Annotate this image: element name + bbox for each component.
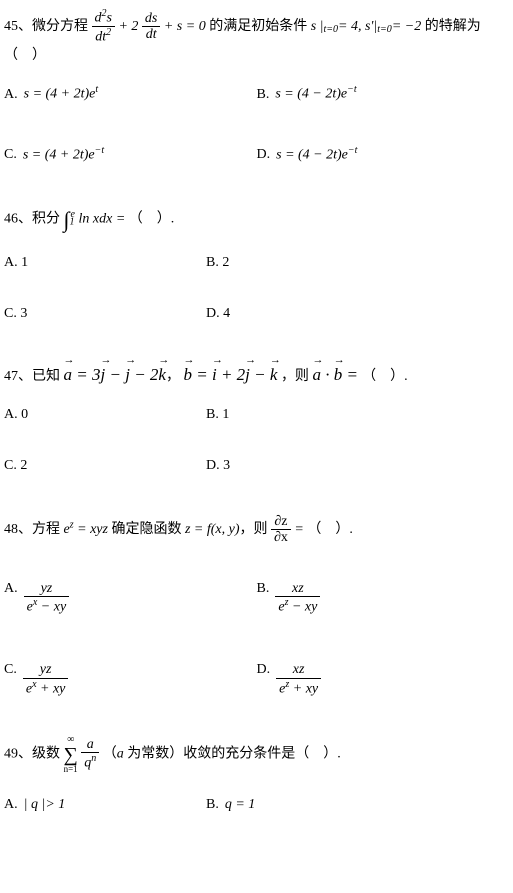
q49-opt-a[interactable]: A.| q |> 1 [4, 794, 206, 815]
vec-b: b [334, 362, 343, 388]
vec-i: i [212, 362, 217, 388]
question-45: 45、微分方程 d2sdt2 + 2 dsdt + s = 0 的满足初始条件 … [4, 8, 509, 181]
q47-opt-d[interactable]: D. 3 [206, 455, 509, 476]
q47-opt-b[interactable]: B. 1 [206, 404, 509, 425]
q47-num: 47、 [4, 369, 32, 384]
sigma-icon: ∞∑n=1 [64, 735, 78, 774]
q45-frac2: dsdt [142, 11, 160, 43]
q48-opt-a[interactable]: A.yzex − xy [4, 578, 257, 615]
q48-opt-c[interactable]: C.yzex + xy [4, 659, 257, 696]
q45-mid: + 2 [118, 19, 138, 34]
q46-pre: 积分 [32, 212, 64, 227]
q45-cond: s |t=0= 4, s'|t=0= −2 [311, 19, 422, 34]
q47-stem: 47、已知 a = 3j − j − 2k， b = i + 2j − k ，则… [4, 362, 509, 388]
q46-options: A. 1 B. 2 C. 3 D. 4 [4, 252, 509, 340]
vec-j: j [125, 362, 130, 388]
q47-pre: 已知 [32, 369, 64, 384]
q49-opt-b[interactable]: B.q = 1 [206, 794, 509, 815]
question-46: 46、积分 ∫1e ln xdx = （ ）. A. 1 B. 2 C. 3 D… [4, 203, 509, 340]
vec-a: a [64, 362, 73, 388]
vec-b: b [183, 362, 192, 388]
q46-body: ln xdx = [78, 212, 125, 227]
vec-a: a [312, 362, 321, 388]
question-49: 49、级数 ∞∑n=1 aqn （a 为常数）收敛的充分条件是（ ）. A.| … [4, 735, 509, 831]
q45-post: + s = 0 [164, 19, 206, 34]
q49-frac: aqn [81, 737, 99, 771]
question-47: 47、已知 a = 3j − j − 2k， b = i + 2j − k ，则… [4, 362, 509, 492]
q47-options: A. 0 B. 1 C. 2 D. 3 [4, 404, 509, 492]
q45-opt-a[interactable]: A.s = (4 + 2t)et [4, 82, 257, 105]
q49-stem: 49、级数 ∞∑n=1 aqn （a 为常数）收敛的充分条件是（ ）. [4, 735, 509, 774]
q48-pd: ∂z∂x [271, 514, 291, 546]
q49-pre: 级数 [32, 746, 64, 761]
q48-options: A.yzex − xy B.xzez − xy C.yzex + xy D.xz… [4, 562, 509, 713]
q49-num: 49、 [4, 746, 32, 761]
q46-stem: 46、积分 ∫1e ln xdx = （ ）. [4, 203, 509, 236]
q46-opt-d[interactable]: D. 4 [206, 303, 509, 324]
q48-pre: 方程 [32, 522, 64, 537]
question-48: 48、方程 ez = xyz 确定隐函数 z = f(x, y)，则 ∂z∂x … [4, 514, 509, 713]
q48-opt-d[interactable]: D.xzez + xy [257, 659, 510, 696]
q45-opt-d[interactable]: D.s = (4 − 2t)e−t [257, 143, 510, 166]
q48-opt-b[interactable]: B.xzez − xy [257, 578, 510, 615]
q45-opt-c[interactable]: C.s = (4 + 2t)e−t [4, 143, 257, 166]
q45-pre: 微分方程 [32, 19, 92, 34]
vec-k: k [158, 362, 166, 388]
q47-opt-a[interactable]: A. 0 [4, 404, 206, 425]
q45-opt-b[interactable]: B.s = (4 − 2t)e−t [257, 82, 510, 105]
q46-post: （ ）. [129, 212, 175, 227]
vec-j: j [245, 362, 250, 388]
q46-opt-a[interactable]: A. 1 [4, 252, 206, 273]
q48-num: 48、 [4, 522, 32, 537]
q45-mid1: 的满足初始条件 [209, 19, 311, 34]
q49-options: A.| q |> 1 B.q = 1 [4, 794, 509, 831]
q47-opt-c[interactable]: C. 2 [4, 455, 206, 476]
q48-stem: 48、方程 ez = xyz 确定隐函数 z = f(x, y)，则 ∂z∂x … [4, 514, 509, 546]
q45-num: 45、 [4, 19, 32, 34]
q46-num: 46、 [4, 212, 32, 227]
q45-options: A.s = (4 + 2t)et B.s = (4 − 2t)e−t C.s =… [4, 82, 509, 181]
q46-opt-b[interactable]: B. 2 [206, 252, 509, 273]
vec-k: k [270, 362, 278, 388]
vec-j: j [100, 362, 105, 388]
q45-frac1: d2sdt2 [92, 8, 115, 45]
q45-stem: 45、微分方程 d2sdt2 + 2 dsdt + s = 0 的满足初始条件 … [4, 8, 509, 66]
q46-opt-c[interactable]: C. 3 [4, 303, 206, 324]
